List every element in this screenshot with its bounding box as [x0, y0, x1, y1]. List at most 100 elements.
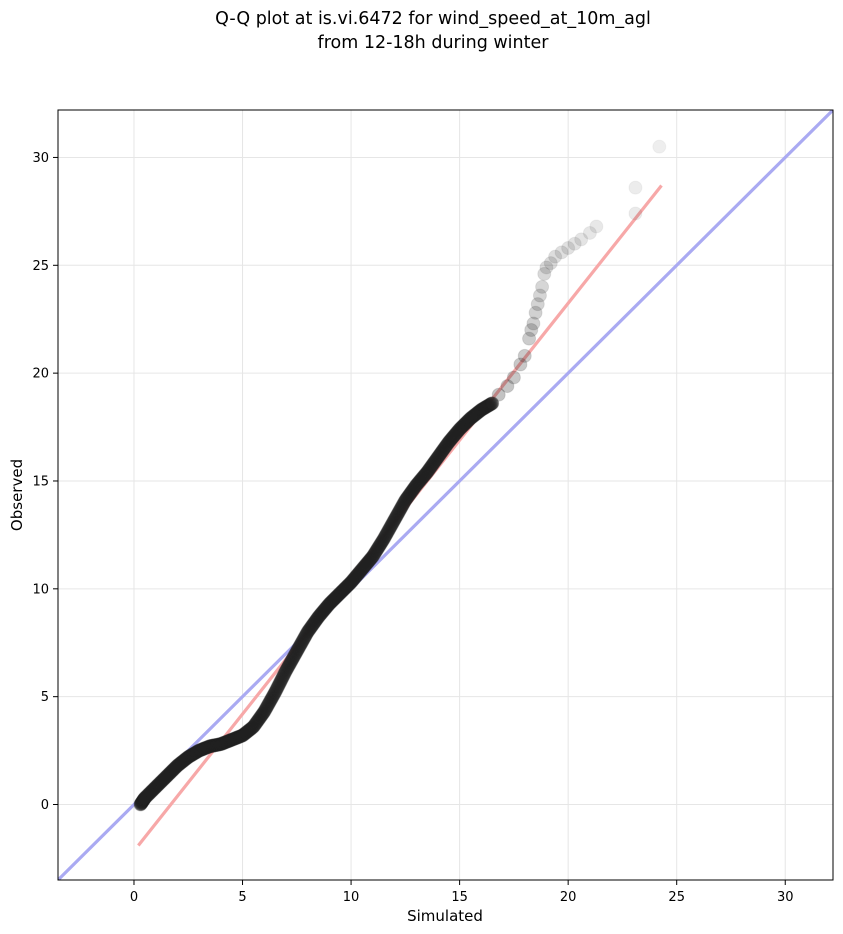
quantile-point [478, 400, 493, 415]
quantile-point [190, 744, 205, 759]
y-tick-label: 0 [41, 798, 49, 813]
quantile-point [199, 740, 214, 755]
quantile-point [376, 532, 391, 547]
quantile-point [238, 726, 253, 741]
quantile-point [169, 759, 184, 774]
quantile-point [273, 674, 288, 689]
quantile-point [202, 739, 217, 754]
quantile-point [480, 399, 495, 414]
quantile-point [400, 490, 415, 505]
chart-title-line-2: from 12-18h during winter [318, 33, 550, 53]
quantile-point [236, 727, 251, 742]
quantile-point [194, 742, 209, 757]
quantile-point [328, 590, 343, 605]
quantile-point [392, 504, 407, 519]
quantile-point [404, 484, 419, 499]
quantile-point [468, 407, 483, 422]
quantile-point [255, 707, 270, 722]
quantile-point [348, 569, 363, 584]
quantile-point [430, 450, 445, 465]
quantile-point [452, 422, 467, 437]
quantile-point [384, 518, 399, 533]
quantile-point [460, 414, 475, 429]
quantile-point [134, 795, 149, 810]
quantile-point [149, 779, 164, 794]
quantile-point [468, 407, 483, 422]
quantile-point [139, 789, 154, 804]
quantile-point [459, 415, 474, 430]
quantile-point [449, 425, 464, 440]
quantile-point [388, 511, 403, 526]
quantile-point [391, 506, 406, 521]
quantile-point [458, 416, 473, 431]
quantile-point [176, 753, 191, 768]
quantile-point [156, 772, 171, 787]
quantile-point [330, 589, 345, 604]
quantile-point [369, 542, 384, 557]
quantile-point [325, 593, 340, 608]
quantile-point [362, 553, 377, 568]
quantile-point [186, 746, 201, 761]
quantile-point [319, 599, 334, 614]
quantile-point [415, 471, 430, 486]
quantile-point [160, 768, 175, 783]
tail-point [524, 323, 539, 337]
quantile-point [269, 682, 284, 697]
quantile-point [328, 590, 343, 605]
quantile-point [338, 580, 353, 595]
quantile-point [192, 743, 207, 758]
quantile-point [151, 777, 166, 792]
quantile-point [201, 739, 216, 754]
quantile-point [409, 477, 424, 492]
quantile-point [393, 502, 408, 517]
quantile-point [403, 486, 418, 501]
quantile-point [258, 702, 273, 717]
quantile-point [222, 733, 237, 748]
quantile-point [435, 443, 450, 458]
quantile-point [415, 470, 430, 485]
quantile-point [324, 594, 339, 609]
quantile-point [323, 595, 338, 610]
quantile-point [246, 719, 261, 734]
tail-point [491, 387, 506, 402]
quantile-point [193, 742, 208, 757]
quantile-point [464, 410, 479, 425]
quantile-point [211, 737, 226, 752]
quantile-point [432, 448, 447, 463]
quantile-point [338, 581, 353, 596]
quantile-point [310, 611, 325, 626]
quantile-point [269, 681, 284, 696]
quantile-point [157, 771, 172, 786]
quantile-point [165, 763, 180, 778]
quantile-point [414, 472, 429, 487]
quantile-point [408, 479, 423, 494]
quantile-point [136, 793, 151, 808]
quantile-point [329, 589, 344, 604]
quantile-point [469, 406, 484, 421]
quantile-point [298, 629, 313, 644]
quantile-point [166, 762, 181, 777]
quantile-point [318, 601, 333, 616]
quantile-point [228, 731, 243, 746]
quantile-point [249, 714, 264, 729]
quantile-point [425, 457, 440, 472]
quantile-point [407, 480, 422, 495]
quantile-point [180, 750, 195, 765]
quantile-point [379, 526, 394, 541]
quantile-point [413, 473, 428, 488]
quantile-point [477, 401, 492, 416]
quantile-point [182, 749, 197, 764]
quantile-point [446, 429, 461, 444]
quantile-point [254, 708, 269, 723]
quantile-point [368, 544, 383, 559]
quantile-point [256, 705, 271, 720]
quantile-point [174, 755, 189, 770]
quantile-point [423, 461, 438, 476]
quantile-point [243, 722, 258, 737]
quantile-point [257, 703, 272, 718]
quantile-point [277, 666, 292, 681]
quantile-point [167, 761, 182, 776]
chart-title-line-1: Q-Q plot at is.vi.6472 for wind_speed_at… [215, 9, 651, 29]
quantile-point [317, 602, 332, 617]
quantile-point [230, 730, 245, 745]
